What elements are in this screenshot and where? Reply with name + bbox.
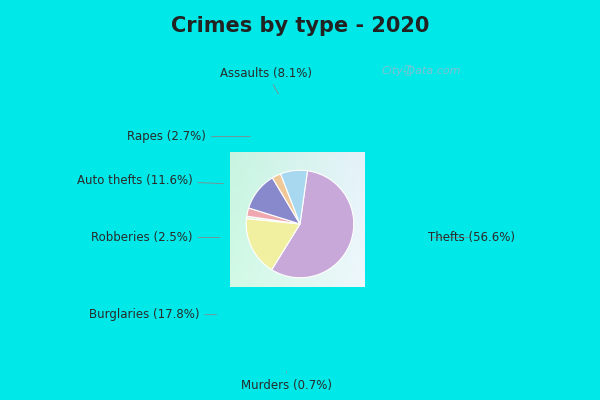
Text: City-Data.com: City-Data.com xyxy=(382,66,461,76)
Text: ⦿: ⦿ xyxy=(403,64,411,78)
Text: Murders (0.7%): Murders (0.7%) xyxy=(241,372,332,392)
Wedge shape xyxy=(281,170,307,224)
Wedge shape xyxy=(247,216,300,224)
Text: Auto thefts (11.6%): Auto thefts (11.6%) xyxy=(77,174,223,187)
Text: Thefts (56.6%): Thefts (56.6%) xyxy=(428,231,515,244)
Wedge shape xyxy=(246,218,300,270)
Text: Burglaries (17.8%): Burglaries (17.8%) xyxy=(89,308,217,321)
Wedge shape xyxy=(247,208,300,224)
Wedge shape xyxy=(272,171,354,278)
Text: Robberies (2.5%): Robberies (2.5%) xyxy=(91,231,220,244)
Wedge shape xyxy=(272,174,300,224)
Text: Assaults (8.1%): Assaults (8.1%) xyxy=(220,66,313,94)
Wedge shape xyxy=(248,178,300,224)
Text: Rapes (2.7%): Rapes (2.7%) xyxy=(127,130,250,143)
Text: Crimes by type - 2020: Crimes by type - 2020 xyxy=(171,16,429,36)
